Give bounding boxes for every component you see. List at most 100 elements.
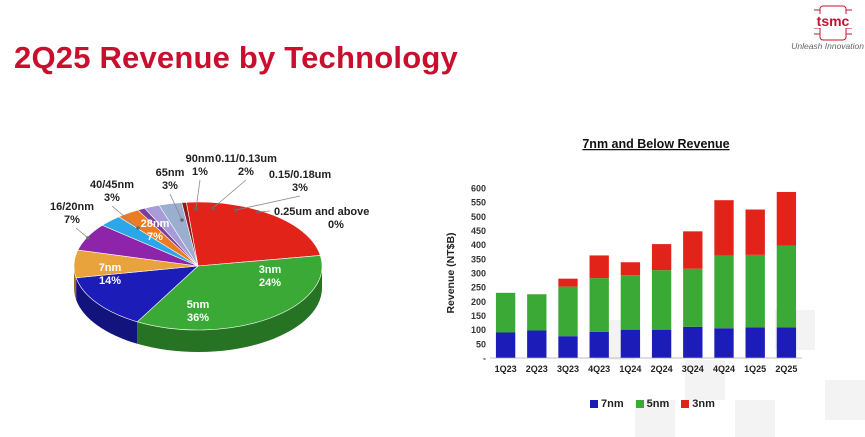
pie-label-90nm: 90nm	[186, 153, 215, 165]
pie-value-3nm: 24%	[259, 277, 281, 289]
legend-label-3nm: 3nm	[692, 398, 715, 410]
bar-7nm-2q25	[776, 327, 797, 358]
tagline: Unleash Innovation	[791, 41, 864, 51]
pie-leader-dot-90nm	[194, 207, 198, 211]
pie-label-0-25um-and-above: 0.25um and above	[274, 206, 369, 218]
pie-leader-90nm	[195, 179, 201, 210]
y-tick-label: 550	[471, 198, 486, 208]
pie-value-0-11-0-13um: 2%	[238, 166, 254, 178]
pie-leader-dot-16-20nm	[86, 236, 90, 240]
pie-label-16-20nm: 16/20nm	[50, 201, 94, 213]
bar-3nm-2q25	[776, 191, 797, 246]
y-axis-ticks: - 50 100 150 200 250 300 350 400 450 500 550 600	[471, 184, 486, 364]
pie-value-28nm: 7%	[147, 231, 163, 243]
bar-5nm-4q24	[714, 255, 734, 329]
y-tick-label: 300	[471, 269, 486, 279]
pie-value-90nm: 1%	[192, 166, 208, 178]
pie-leader-dot-40-45nm	[136, 226, 140, 230]
pie-label-0-11-0-13um: 0.11/0.13um	[215, 153, 277, 165]
x-tick-label: 2Q23	[526, 364, 548, 374]
y-tick-label: 100	[471, 325, 486, 335]
x-tick-label: 2Q25	[775, 364, 797, 374]
bar-3nm-4q24	[714, 200, 734, 256]
pie-value-5nm: 36%	[187, 312, 209, 324]
bar-7nm-1q24	[620, 329, 641, 358]
bar-7nm-2q23	[527, 330, 547, 358]
pie-value-0-15-0-18um: 3%	[292, 182, 308, 194]
bar-7nm-3q24	[683, 326, 703, 358]
x-tick-label: 4Q23	[588, 364, 610, 374]
legend-swatch-3nm	[681, 400, 690, 408]
bar-7nm-3q23	[558, 336, 578, 358]
pie-label-28nm: 28nm	[141, 218, 170, 230]
bar-5nm-2q24	[651, 270, 672, 330]
legend-label-5nm: 5nm	[646, 398, 670, 410]
y-tick-label: 500	[471, 212, 486, 222]
bar-chart-title: 7nm and Below Revenue	[582, 137, 729, 151]
bar-3nm-4q23	[589, 255, 609, 279]
pie-value-7nm: 14%	[99, 275, 121, 287]
pie-leader-65nm	[169, 193, 183, 221]
bar-7nm-4q24	[714, 328, 734, 358]
pie-leader-dot-0-11-0-13um	[211, 206, 215, 210]
bar-5nm-3q24	[683, 268, 703, 327]
legend-swatch-5nm	[635, 400, 644, 408]
chart-legend: 7nm 5nm 3nm	[590, 398, 715, 410]
bar-3nm-3q24	[683, 231, 703, 269]
pie-slice-side-5nm	[137, 266, 322, 352]
bar-series	[495, 191, 797, 358]
pie-slice-7nm	[75, 265, 199, 323]
pie-label-0-15-0-18um: 0.15/0.18um	[269, 169, 332, 181]
pie-label-40-45nm: 40/45nm	[90, 179, 134, 191]
pie-side-walls	[74, 266, 322, 352]
legend-item-3nm: 3nm	[681, 398, 715, 410]
pie-value-0-25um-and-above: 0%	[328, 219, 344, 231]
legend-label-7nm: 7nm	[601, 398, 624, 410]
pie-leader-dot-0-15-0-18um	[234, 208, 238, 212]
bar-7nm-1q25	[745, 327, 765, 358]
pie-label-5nm: 5nm	[187, 299, 210, 311]
pie-leader-dot-0-25um-and-above	[256, 210, 260, 214]
pie-leader-40-45nm	[111, 205, 139, 229]
pie-top-faces	[73, 201, 323, 331]
pie-value-65nm: 3%	[162, 180, 178, 192]
pie-label-65nm: 65nm	[156, 167, 185, 179]
x-tick-label: 1Q23	[495, 364, 517, 374]
bar-chart: 7nm and Below Revenue Revenue (NT$B) - 50 10…	[445, 137, 802, 374]
y-tick-label: 600	[471, 184, 486, 194]
y-tick-label: 150	[471, 311, 486, 321]
pie-label-7nm: 7nm	[99, 262, 122, 274]
legend-item-5nm: 5nm	[635, 398, 670, 410]
pie-leader-16-20nm	[75, 227, 89, 239]
pie-slice-0-25um-and-above	[181, 201, 199, 267]
bar-5nm-3q23	[558, 286, 578, 337]
pie-slice-side-16-20nm	[74, 266, 77, 300]
pie-leader-0-15-0-18um	[235, 195, 301, 211]
bar-3nm-3q23	[558, 278, 578, 287]
bar-5nm-1q24	[620, 275, 641, 330]
y-tick-label: 200	[471, 297, 486, 307]
legend-swatch-7nm	[590, 400, 598, 408]
bar-3nm-1q24	[620, 262, 641, 276]
y-tick-label: 400	[471, 240, 486, 250]
logo-text: tsmc	[817, 13, 850, 29]
legend-item-7nm: 7nm	[590, 398, 624, 410]
pie-value-40-45nm: 3%	[104, 192, 120, 204]
x-tick-label: 2Q24	[651, 364, 673, 374]
bar-7nm-4q23	[589, 331, 609, 358]
x-tick-label: 1Q25	[744, 364, 766, 374]
bar-5nm-2q25	[776, 245, 797, 328]
bar-5nm-4q23	[589, 278, 609, 332]
bar-7nm-2q24	[651, 329, 672, 358]
y-axis-label: Revenue (NT$B)	[445, 232, 457, 313]
pie-label-3nm: 3nm	[259, 264, 282, 276]
pie-slice-3nm	[185, 201, 321, 267]
bar-7nm-1q23	[495, 332, 516, 358]
y-tick-label: 250	[471, 283, 486, 293]
tsmc-logo-icon: tsmc	[810, 5, 856, 41]
bar-3nm-1q25	[745, 209, 765, 255]
y-tick-label: 50	[476, 339, 486, 349]
